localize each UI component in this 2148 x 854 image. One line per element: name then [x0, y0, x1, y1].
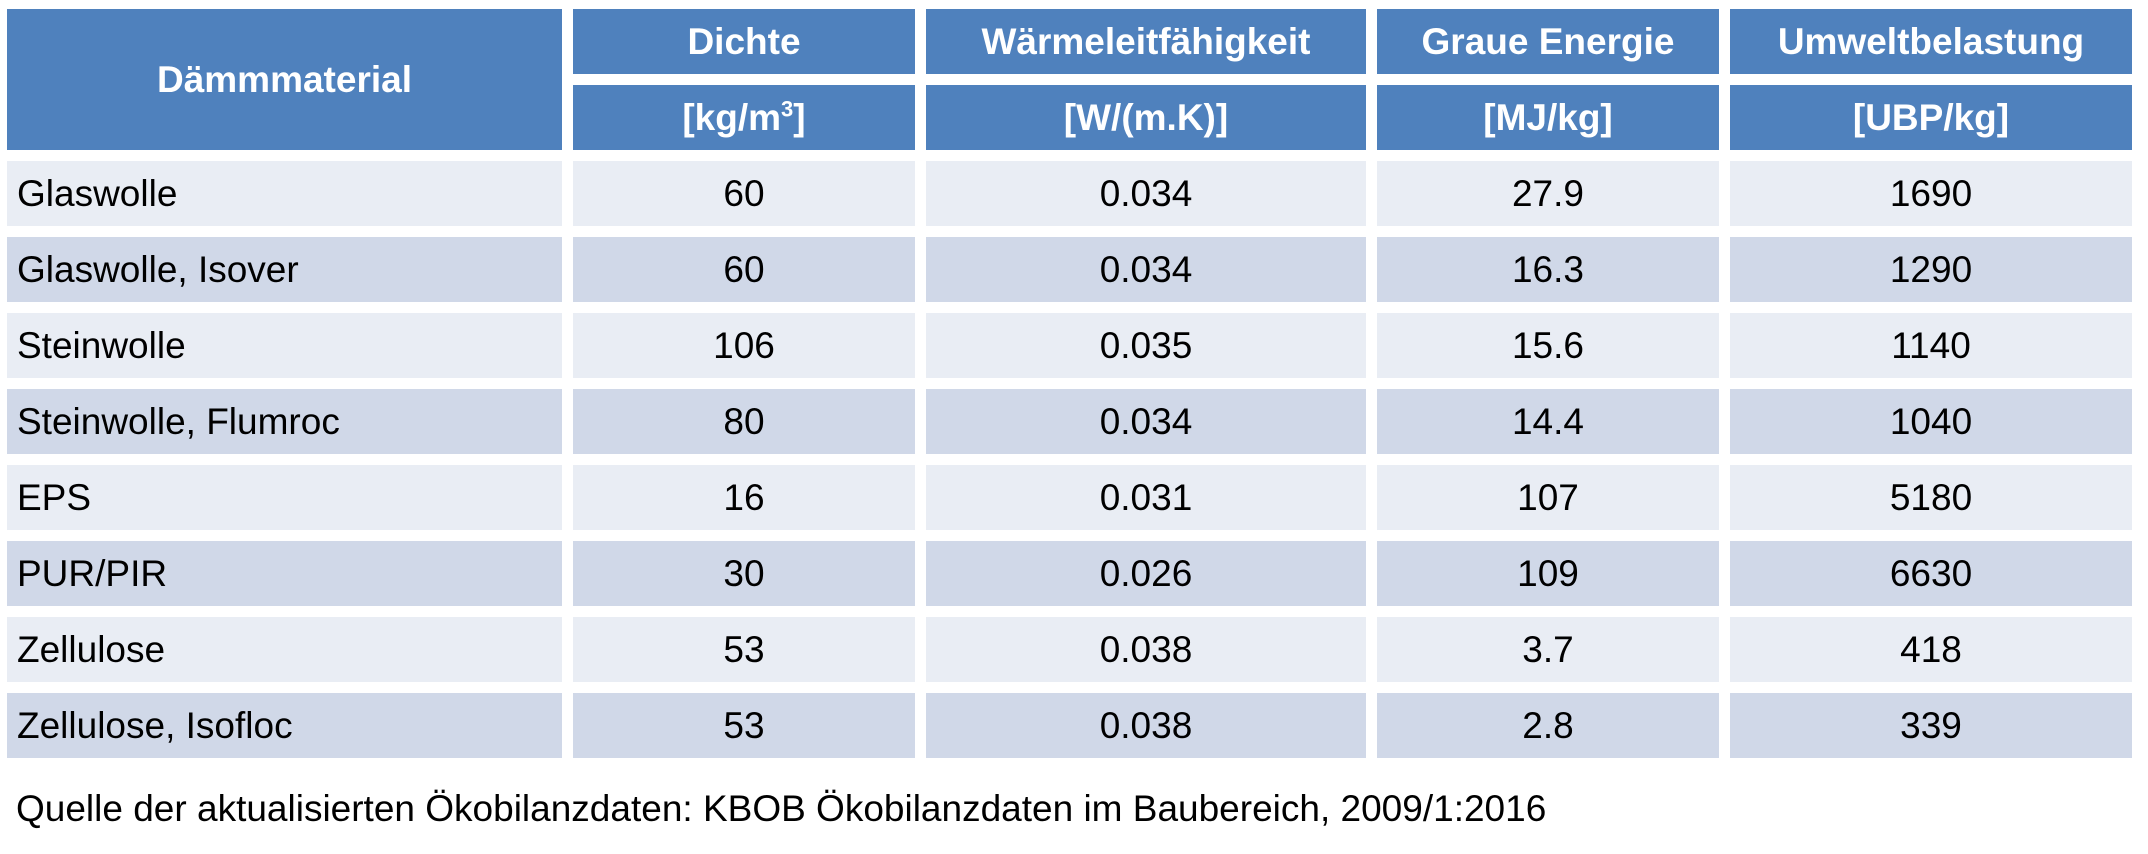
- header-graue-energie: Graue Energie: [1377, 9, 1719, 74]
- cell-material: Steinwolle, Flumroc: [7, 389, 562, 454]
- cell-dichte: 53: [573, 693, 915, 758]
- cell-material: Glaswolle, Isover: [7, 237, 562, 302]
- cell-dichte: 60: [573, 161, 915, 226]
- table-row: Steinwolle, Flumroc 80 0.034 14.4 1040: [7, 389, 2132, 454]
- cell-dichte: 106: [573, 313, 915, 378]
- cell-graue-energie: 107: [1377, 465, 1719, 530]
- cell-dichte: 53: [573, 617, 915, 682]
- unit-graue-energie: [MJ/kg]: [1377, 85, 1719, 150]
- unit-dichte-base: [kg/m: [682, 96, 782, 138]
- data-table-container: Dämmmaterial Dichte Wärmeleitfähigkeit G…: [7, 9, 2143, 758]
- table-row: PUR/PIR 30 0.026 109 6630: [7, 541, 2132, 606]
- cell-material: Zellulose: [7, 617, 562, 682]
- cell-umweltbelastung: 5180: [1730, 465, 2132, 530]
- cell-umweltbelastung: 1290: [1730, 237, 2132, 302]
- cell-waermeleitfaehigkeit: 0.035: [926, 313, 1366, 378]
- cell-waermeleitfaehigkeit: 0.026: [926, 541, 1366, 606]
- header-umweltbelastung: Umweltbelastung: [1730, 9, 2132, 74]
- cell-material: Steinwolle: [7, 313, 562, 378]
- table-body: Glaswolle 60 0.034 27.9 1690 Glaswolle, …: [7, 161, 2132, 758]
- cell-waermeleitfaehigkeit: 0.034: [926, 389, 1366, 454]
- cell-material: EPS: [7, 465, 562, 530]
- cell-dichte: 16: [573, 465, 915, 530]
- table-row: Glaswolle 60 0.034 27.9 1690: [7, 161, 2132, 226]
- table-row: Glaswolle, Isover 60 0.034 16.3 1290: [7, 237, 2132, 302]
- cell-graue-energie: 14.4: [1377, 389, 1719, 454]
- cell-dichte: 80: [573, 389, 915, 454]
- table-row: Zellulose, Isofloc 53 0.038 2.8 339: [7, 693, 2132, 758]
- header-row-names: Dämmmaterial Dichte Wärmeleitfähigkeit G…: [7, 9, 2132, 150]
- cell-umweltbelastung: 1690: [1730, 161, 2132, 226]
- cell-material: Glaswolle: [7, 161, 562, 226]
- cell-waermeleitfaehigkeit: 0.034: [926, 237, 1366, 302]
- cell-graue-energie: 16.3: [1377, 237, 1719, 302]
- unit-dichte-sup: 3: [781, 96, 794, 122]
- unit-umweltbelastung: [UBP/kg]: [1730, 85, 2132, 150]
- table-row: Zellulose 53 0.038 3.7 418: [7, 617, 2132, 682]
- cell-material: Zellulose, Isofloc: [7, 693, 562, 758]
- cell-material: PUR/PIR: [7, 541, 562, 606]
- header-dichte: Dichte: [573, 9, 915, 74]
- cell-waermeleitfaehigkeit: 0.038: [926, 693, 1366, 758]
- table-row: Steinwolle 106 0.035 15.6 1140: [7, 313, 2132, 378]
- cell-umweltbelastung: 1140: [1730, 313, 2132, 378]
- header-waermeleitfaehigkeit: Wärmeleitfähigkeit: [926, 9, 1366, 74]
- cell-graue-energie: 15.6: [1377, 313, 1719, 378]
- cell-waermeleitfaehigkeit: 0.031: [926, 465, 1366, 530]
- cell-umweltbelastung: 6630: [1730, 541, 2132, 606]
- cell-umweltbelastung: 1040: [1730, 389, 2132, 454]
- table-row: EPS 16 0.031 107 5180: [7, 465, 2132, 530]
- unit-dichte: [kg/m3]: [573, 85, 915, 150]
- cell-graue-energie: 2.8: [1377, 693, 1719, 758]
- unit-waermeleitfaehigkeit: [W/(m.K)]: [926, 85, 1366, 150]
- cell-umweltbelastung: 418: [1730, 617, 2132, 682]
- cell-graue-energie: 27.9: [1377, 161, 1719, 226]
- cell-graue-energie: 109: [1377, 541, 1719, 606]
- cell-dichte: 60: [573, 237, 915, 302]
- insulation-materials-table: Dämmmaterial Dichte Wärmeleitfähigkeit G…: [7, 9, 2132, 758]
- cell-umweltbelastung: 339: [1730, 693, 2132, 758]
- header-material: Dämmmaterial: [7, 9, 562, 150]
- source-note: Quelle der aktualisierten Ökobilanzdaten…: [16, 788, 1547, 829]
- cell-waermeleitfaehigkeit: 0.034: [926, 161, 1366, 226]
- cell-dichte: 30: [573, 541, 915, 606]
- unit-dichte-tail: ]: [793, 96, 806, 138]
- header-row-units: [kg/m3] [W/(m.K)] [MJ/kg] [UBP/kg]: [7, 85, 2132, 150]
- cell-waermeleitfaehigkeit: 0.038: [926, 617, 1366, 682]
- cell-graue-energie: 3.7: [1377, 617, 1719, 682]
